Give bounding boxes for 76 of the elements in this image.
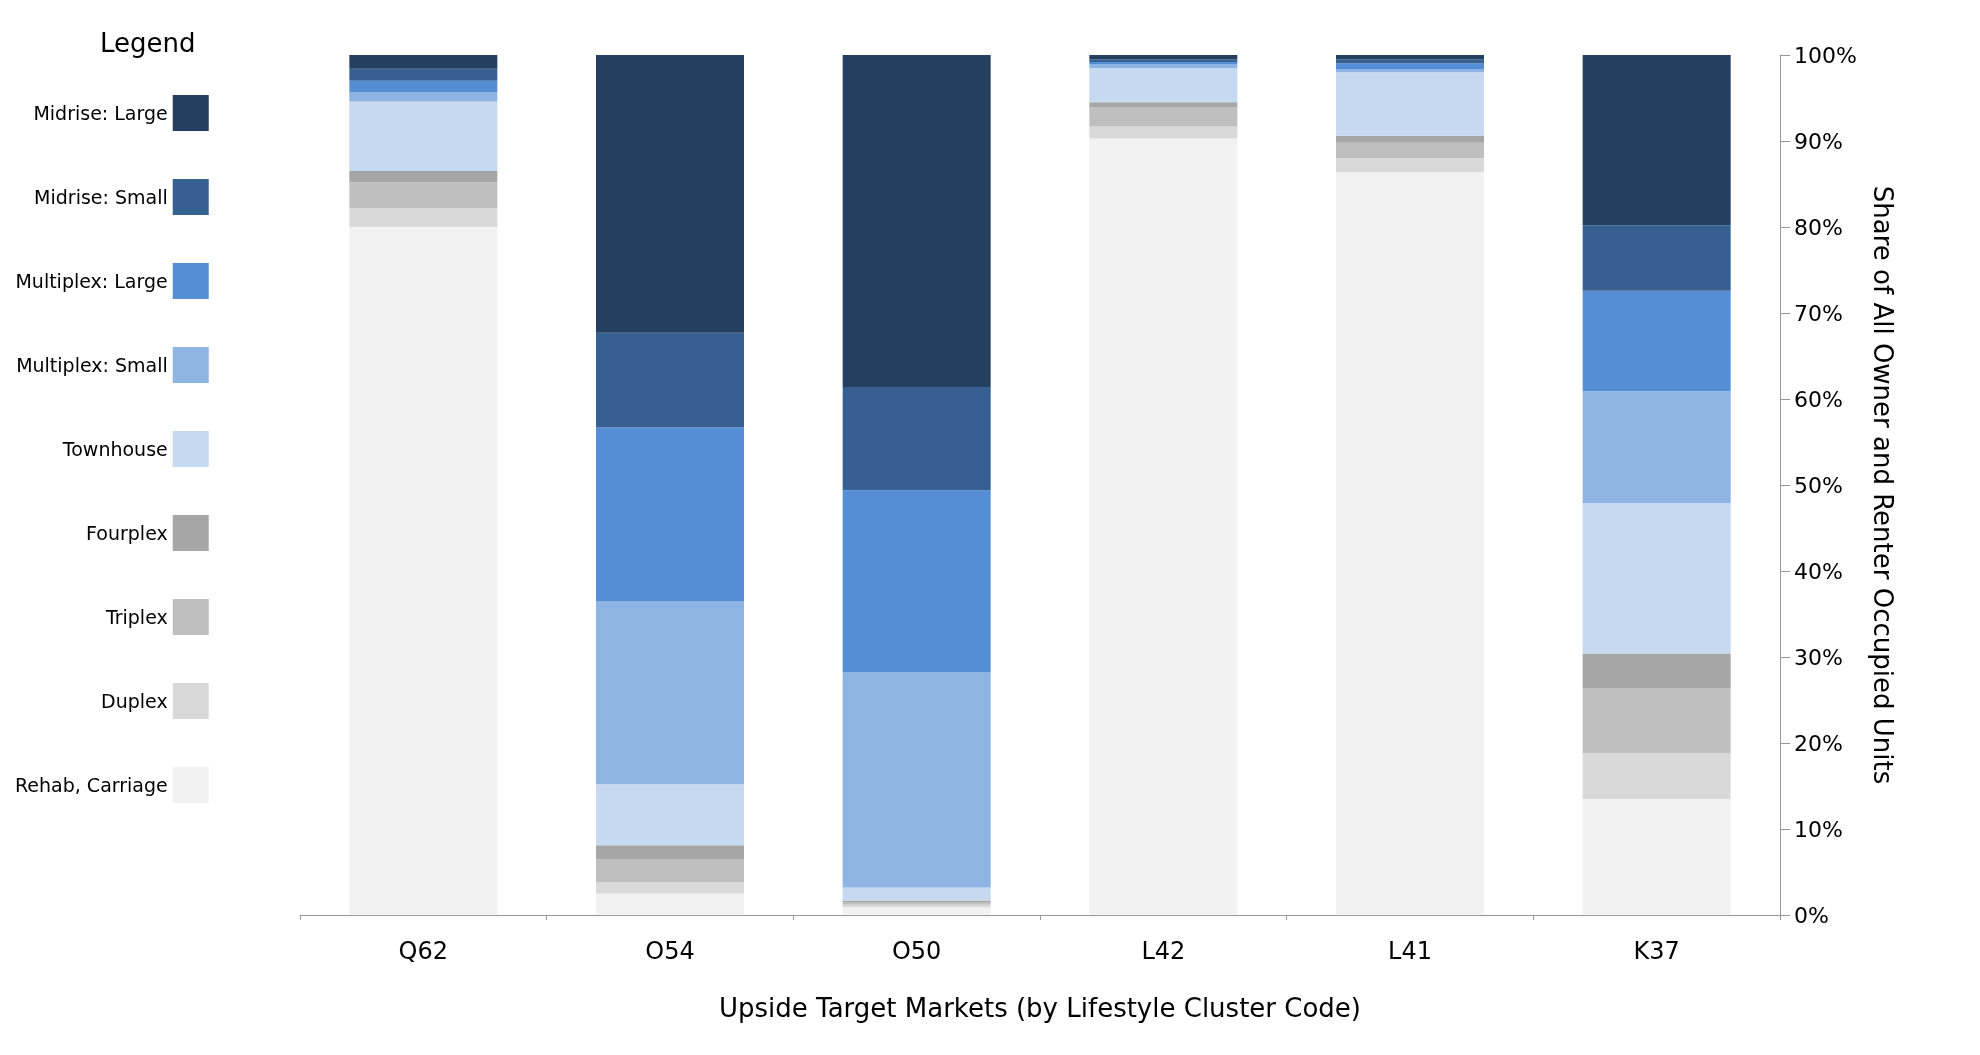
y-tick-label: 40%: [1794, 558, 1843, 584]
bar: [1582, 687, 1731, 754]
bar: [1336, 135, 1484, 143]
y-tick-label: 60%: [1794, 386, 1843, 412]
y-axis-title: Share of All Owner and Renter Occupied Units: [1868, 185, 1898, 785]
legend-title: Legend: [100, 28, 196, 58]
bar: [1582, 55, 1731, 226]
x-tick-label: Q62: [398, 937, 449, 965]
bar: [1336, 171, 1484, 915]
bar: [349, 68, 498, 81]
bar: [1336, 142, 1484, 159]
legend-label: Townhouse: [61, 438, 168, 460]
bar: [1336, 158, 1484, 172]
bar: [349, 80, 498, 92]
y-tick-label: 10%: [1794, 816, 1843, 842]
bar: [1582, 753, 1731, 799]
bar: [1582, 225, 1731, 291]
bar: [1582, 653, 1731, 688]
bar: [1582, 391, 1731, 504]
bar: [842, 490, 991, 673]
x-tick-label: K37: [1633, 937, 1680, 965]
bar: [596, 859, 744, 883]
y-tick-label: 80%: [1794, 214, 1843, 240]
bar: [1089, 107, 1238, 127]
bar: [1582, 798, 1731, 915]
bar: [596, 601, 744, 785]
bar: [1336, 63, 1484, 70]
bar: [596, 845, 744, 860]
bar: [842, 386, 991, 491]
bar: [842, 887, 991, 901]
legend-label: Midrise: Large: [33, 102, 168, 124]
bar: [596, 882, 744, 894]
bar: [1089, 55, 1238, 60]
bar: [1089, 126, 1238, 139]
bar: [1336, 55, 1484, 60]
x-tick-label: O54: [645, 937, 695, 965]
bar: [1582, 503, 1731, 654]
bar: [349, 91, 498, 102]
legend-label: Multiplex: Small: [16, 354, 168, 376]
bar: [349, 55, 498, 69]
bar: [1582, 290, 1731, 392]
y-tick-label: 100%: [1794, 42, 1857, 68]
bar: [596, 55, 744, 333]
y-tick-label: 70%: [1794, 300, 1843, 326]
bar: [1089, 102, 1238, 108]
y-tick-label: 50%: [1794, 472, 1843, 498]
y-tick-label: 20%: [1794, 730, 1843, 756]
bar: [596, 332, 744, 428]
legend-label: Multiplex: Large: [15, 270, 168, 292]
x-tick-label: L41: [1388, 937, 1432, 965]
bar: [842, 907, 991, 915]
bar: [1089, 138, 1238, 915]
bar: [842, 55, 991, 387]
bar: [1336, 72, 1484, 136]
bar: [1336, 59, 1484, 64]
x-tick-label: L42: [1141, 937, 1186, 965]
legend-label: Fourplex: [86, 522, 168, 544]
bar: [349, 101, 498, 172]
legend-label: Triplex: [104, 606, 168, 628]
y-tick-label: 0%: [1794, 902, 1829, 928]
bar: [349, 182, 498, 209]
bar: [1089, 67, 1238, 103]
bar: [349, 227, 498, 915]
y-tick-label: 90%: [1794, 128, 1843, 154]
legend-label: Midrise: Small: [34, 186, 168, 208]
x-axis-title: Upside Target Markets (by Lifestyle Cluster Code): [719, 993, 1361, 1023]
bar: [596, 893, 744, 915]
bar: [349, 171, 498, 183]
bar: [596, 784, 744, 846]
legend-label: Rehab, Carriage: [15, 774, 168, 796]
bar: [842, 672, 991, 888]
bar: [596, 427, 744, 602]
bar: [349, 208, 498, 227]
x-tick-label: O50: [891, 937, 942, 965]
legend-label: Duplex: [101, 690, 168, 712]
y-tick-label: 30%: [1794, 644, 1843, 670]
